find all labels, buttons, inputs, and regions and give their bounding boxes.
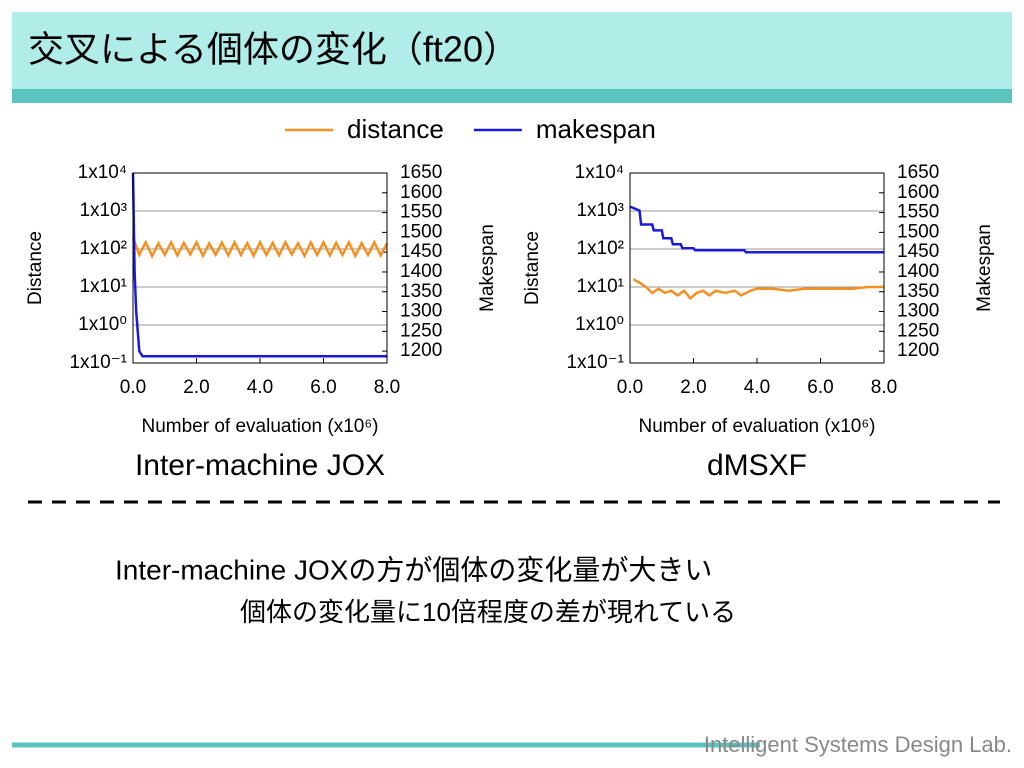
y2-tick-label: 1450 xyxy=(897,241,939,262)
y-tick-label: 1x10¹ xyxy=(79,276,127,297)
x-tick-label: 2.0 xyxy=(183,377,209,398)
y-tick-label: 1x10⁻¹ xyxy=(566,352,624,373)
slide-title: 交叉による個体の変化（ft20） xyxy=(28,29,519,70)
y2-tick-label: 1450 xyxy=(400,241,442,262)
y2-axis-label: Makespan xyxy=(477,224,498,312)
title-stripe xyxy=(12,89,1012,103)
y2-tick-label: 1650 xyxy=(400,162,442,183)
x-tick-label: 4.0 xyxy=(744,377,770,398)
series-line xyxy=(632,278,884,301)
y-tick-label: 1x10⁴ xyxy=(78,162,127,183)
legend-label: makespan xyxy=(536,114,656,144)
y2-tick-label: 1200 xyxy=(400,340,442,361)
x-tick-label: 4.0 xyxy=(247,377,273,398)
y2-tick-label: 1550 xyxy=(897,202,939,223)
series-line xyxy=(629,205,884,254)
footer: Intelligent Systems Design Lab. xyxy=(704,732,1012,757)
y-tick-label: 1x10³ xyxy=(79,200,127,221)
y2-tick-label: 1350 xyxy=(897,281,939,302)
chart-caption: dMSXF xyxy=(707,449,807,482)
y2-tick-label: 1200 xyxy=(897,340,939,361)
y-tick-label: 1x10² xyxy=(576,238,624,259)
legend-label: distance xyxy=(347,114,444,144)
y2-tick-label: 1650 xyxy=(897,162,939,183)
y2-tick-label: 1300 xyxy=(897,301,939,322)
y2-tick-label: 1600 xyxy=(400,182,442,203)
y2-tick-label: 1600 xyxy=(897,182,939,203)
y2-tick-label: 1400 xyxy=(897,261,939,282)
x-tick-label: 0.0 xyxy=(617,377,643,398)
title-bar xyxy=(12,12,1012,89)
plot-frame xyxy=(629,172,885,364)
x-tick-label: 2.0 xyxy=(680,377,706,398)
y2-tick-label: 1350 xyxy=(400,281,442,302)
y-tick-label: 1x10³ xyxy=(576,200,624,221)
y-tick-label: 1x10¹ xyxy=(576,276,624,297)
y-tick-label: 1x10⁰ xyxy=(575,314,624,335)
chart-caption: Inter-machine JOX xyxy=(135,449,385,482)
y2-tick-label: 1500 xyxy=(897,221,939,242)
y-tick-label: 1x10⁴ xyxy=(575,162,624,183)
series-line xyxy=(131,237,389,259)
series-line xyxy=(131,172,387,358)
body-line: Inter-machine JOXの方が個体の変化量が大きい xyxy=(115,554,712,585)
y2-tick-label: 1250 xyxy=(400,320,442,341)
x-tick-label: 0.0 xyxy=(120,377,146,398)
x-tick-label: 6.0 xyxy=(310,377,336,398)
y2-tick-label: 1400 xyxy=(400,261,442,282)
y-tick-label: 1x10² xyxy=(79,238,127,259)
x-axis-label: Number of evaluation (x10⁶) xyxy=(639,416,876,437)
plot-frame xyxy=(132,172,388,364)
x-tick-label: 8.0 xyxy=(871,377,897,398)
x-tick-label: 8.0 xyxy=(374,377,400,398)
y2-tick-label: 1250 xyxy=(897,320,939,341)
y-tick-label: 1x10⁻¹ xyxy=(69,352,127,373)
x-tick-label: 6.0 xyxy=(807,377,833,398)
x-axis-label: Number of evaluation (x10⁶) xyxy=(142,416,379,437)
y-tick-label: 1x10⁰ xyxy=(78,314,127,335)
y2-tick-label: 1500 xyxy=(400,221,442,242)
y2-tick-label: 1550 xyxy=(400,202,442,223)
y-axis-label: Distance xyxy=(522,231,543,305)
y-axis-label: Distance xyxy=(25,231,46,305)
y2-axis-label: Makespan xyxy=(974,224,995,312)
body-line: 個体の変化量に10倍程度の差が現れている xyxy=(240,597,736,627)
y2-tick-label: 1300 xyxy=(400,301,442,322)
